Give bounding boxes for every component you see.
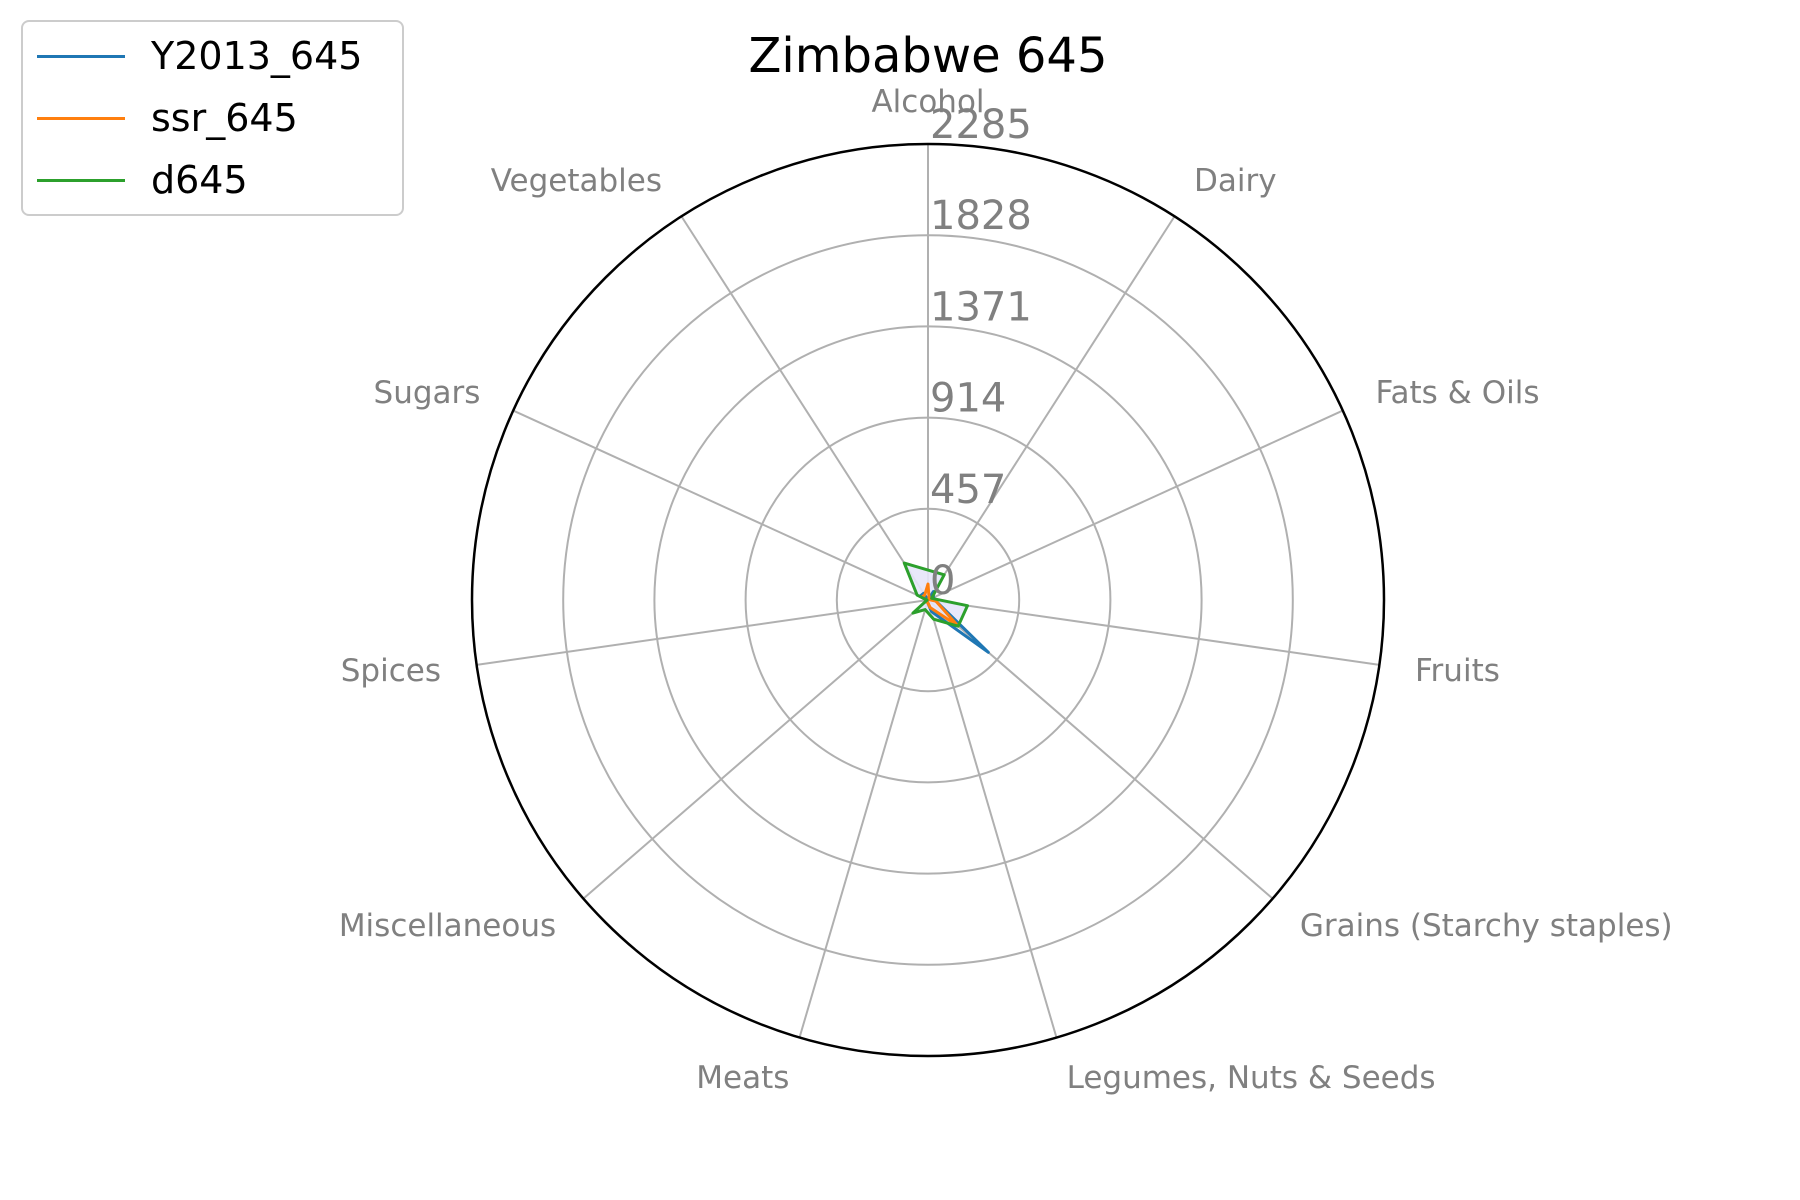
chart-legend: Y2013_645 ssr_645 d645 (21, 20, 404, 216)
category-label: Meats (696, 1060, 789, 1096)
legend-item-d645: d645 (37, 158, 248, 202)
category-label: Grains (Starchy staples) (1300, 908, 1673, 944)
legend-swatch-d645 (37, 178, 125, 182)
grid-spoke (680, 215, 929, 601)
category-label: Vegetables (491, 163, 662, 199)
polar-frame (470, 142, 1386, 1058)
grid-spoke (512, 409, 929, 601)
radial-tick-label: 914 (930, 376, 1006, 422)
legend-swatch-ssr (37, 116, 125, 120)
grid-spoke (927, 599, 1380, 666)
grid-spoke (927, 599, 1058, 1038)
radial-tick-label: 1828 (930, 193, 1032, 239)
category-label: Dairy (1194, 163, 1277, 199)
radial-tick-label: 0 (930, 558, 955, 604)
grid-spoke (476, 599, 929, 666)
category-label: Spices (341, 653, 441, 689)
legend-item-y2013: Y2013_645 (37, 34, 362, 78)
legend-label-d645: d645 (151, 158, 248, 202)
grid-spoke (927, 215, 1176, 601)
category-label: Alcohol (871, 84, 984, 120)
grid-spoke (798, 599, 929, 1038)
category-label: Sugars (374, 375, 481, 411)
radial-tick-label: 457 (930, 467, 1006, 513)
legend-label-ssr: ssr_645 (151, 96, 298, 140)
category-label: Legumes, Nuts & Seeds (1067, 1060, 1436, 1096)
chart-title: Zimbabwe 645 (749, 28, 1108, 84)
radial-tick-label: 2285 (930, 102, 1032, 148)
category-label: Fats & Oils (1376, 375, 1540, 411)
grid-spoke (582, 599, 929, 900)
series-line-2 (902, 561, 970, 628)
grid-spoke (927, 409, 1344, 601)
legend-item-ssr: ssr_645 (37, 96, 298, 140)
radial-tick-label: 1371 (930, 284, 1032, 330)
category-label: Fruits (1415, 653, 1500, 689)
legend-label-y2013: Y2013_645 (151, 34, 363, 78)
category-label: Miscellaneous (339, 908, 556, 944)
radar-series (902, 561, 990, 654)
legend-swatch-y2013 (37, 54, 125, 58)
